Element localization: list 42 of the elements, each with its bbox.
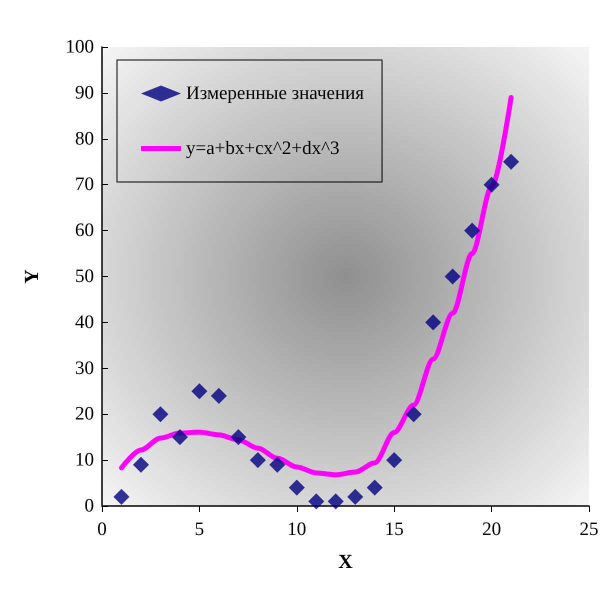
point — [230, 429, 246, 446]
y-tick-label: 10 — [75, 450, 94, 471]
y-tick-label: 0 — [84, 496, 94, 516]
point — [406, 406, 422, 422]
y-tick-label: 30 — [75, 358, 94, 379]
x-tick-label: 10 — [287, 519, 306, 540]
point — [347, 488, 364, 505]
y-tick-label: 20 — [75, 404, 94, 425]
point — [444, 268, 461, 284]
y-axis-title: Y — [21, 268, 43, 284]
y-tick-label: 90 — [75, 82, 94, 104]
y-tick-label: 80 — [75, 128, 94, 150]
point — [484, 176, 500, 193]
point — [503, 154, 520, 170]
y-tick-label: 70 — [75, 174, 94, 196]
legend-label: y=a+bx+cx^2+dx^3 — [186, 138, 340, 159]
x-tick-label: 25 — [580, 519, 598, 540]
point — [191, 383, 208, 400]
point — [172, 429, 188, 446]
legend-label: Измеренные значения — [186, 83, 364, 104]
point — [288, 480, 305, 496]
x-tick-label: 20 — [482, 519, 502, 540]
point — [308, 493, 324, 510]
x-tick-label: 5 — [194, 519, 204, 540]
point — [366, 480, 383, 496]
point — [464, 222, 480, 239]
point — [113, 488, 130, 505]
point — [250, 452, 266, 468]
point — [210, 388, 227, 404]
x-axis-title: X — [338, 551, 354, 573]
point — [269, 456, 286, 473]
x-tick-label: 0 — [97, 519, 107, 540]
point — [328, 493, 344, 510]
point — [386, 452, 402, 468]
x-tick-label: 15 — [384, 519, 404, 540]
y-tick-label: 100 — [66, 36, 94, 58]
y-tick-label: 60 — [75, 220, 94, 242]
point — [425, 314, 442, 330]
point — [152, 406, 168, 422]
point — [132, 456, 149, 473]
y-tick-label: 40 — [75, 312, 94, 333]
y-tick-label: 50 — [75, 266, 94, 287]
